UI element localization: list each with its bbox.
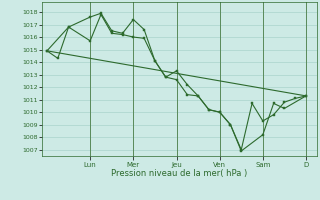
X-axis label: Pression niveau de la mer( hPa ): Pression niveau de la mer( hPa )	[111, 169, 247, 178]
